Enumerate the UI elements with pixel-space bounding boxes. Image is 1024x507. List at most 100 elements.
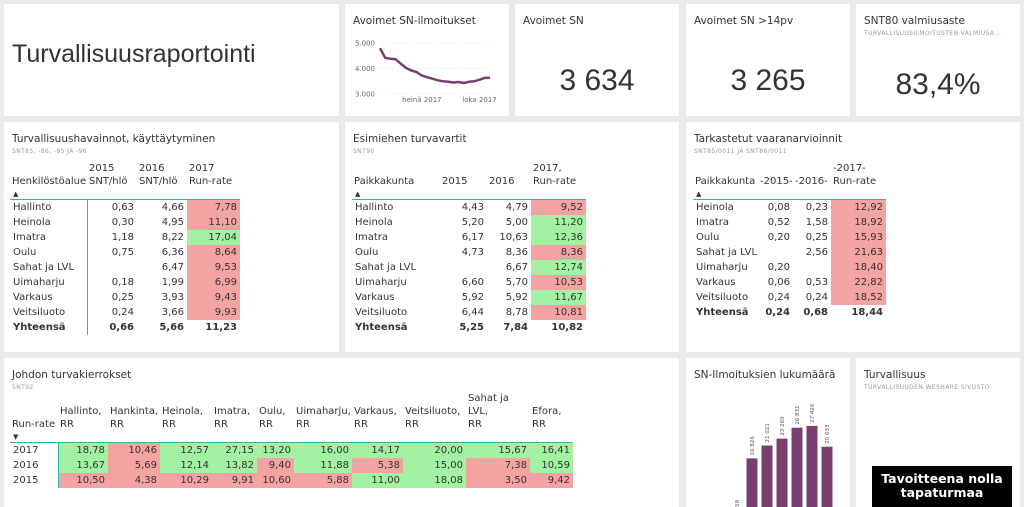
sort-row: ▲ xyxy=(10,190,240,200)
cell: 12,74 xyxy=(531,260,586,275)
header-row: Paikkakunta 2015 2016 2017, Run-rate xyxy=(352,160,586,190)
data-row: Sahat ja LVL 2,56 21,63 xyxy=(693,245,886,260)
sort-cell xyxy=(758,190,793,200)
sort-cell xyxy=(793,190,831,200)
cell: 15,00 xyxy=(403,458,466,473)
table-subtitle: SNT85/0011 JA SNT86/0011 xyxy=(694,148,787,155)
data-row: Veitsiluoto 0,24 3,66 9,93 xyxy=(10,305,240,320)
cell: 11,67 xyxy=(531,290,586,305)
column-header: 2015 SNT/hlö xyxy=(89,163,128,187)
cell: 0,20 xyxy=(767,232,790,243)
sort-cell xyxy=(466,433,530,443)
header-row: Run-rate Hallinto, RR Hankinta, RR Heinola,… xyxy=(10,392,573,433)
sort-cell xyxy=(530,433,573,443)
sort-cell xyxy=(212,433,257,443)
cell: 6,47 xyxy=(161,262,184,273)
row-label: 2017 xyxy=(10,442,59,458)
cell: 10,50 xyxy=(58,473,108,488)
data-table: Henkilöstöalue 2015 SNT/hlö 2016 SNT/hlö 20… xyxy=(10,160,240,335)
weshare-link[interactable]: Tavoitteena nolla tapaturmaa xyxy=(872,466,1012,507)
header-row: Henkilöstöalue 2015 SNT/hlö 2016 SNT/hlö 20… xyxy=(10,160,240,190)
row-label: Yhteensä xyxy=(355,322,408,333)
row-label: Sahat ja LVL xyxy=(10,260,88,275)
column-header: Heinola, RR xyxy=(162,406,203,430)
bar-value-label: 16 826 xyxy=(750,436,756,456)
cell: 6,60 xyxy=(461,277,484,288)
y-tick-label: 5.000 xyxy=(355,40,375,48)
cell: 18,40 xyxy=(831,260,886,275)
column-header: 2015 xyxy=(442,176,468,187)
data-row: Uimaharju 0,20 18,40 xyxy=(693,260,886,275)
cell: 22,82 xyxy=(831,275,886,290)
cell: 10,82 xyxy=(551,322,583,333)
table-title: Esimiehen turvavartit xyxy=(353,133,467,145)
sort-row: ▲ xyxy=(693,190,886,200)
row-label: Hallinto xyxy=(10,199,88,215)
cell: 0,63 xyxy=(111,202,134,213)
kpi-title: Avoimet SN >14pv xyxy=(694,15,794,27)
cell: 13,67 xyxy=(58,458,108,473)
sort-cell xyxy=(160,433,212,443)
row-label: Uimaharju xyxy=(696,262,748,273)
cell: 9,53 xyxy=(187,260,240,275)
row-label: Varkaus xyxy=(10,290,88,305)
link-title: Turvallisuus xyxy=(864,369,926,381)
cell: 1,99 xyxy=(161,277,184,288)
cell: 0,20 xyxy=(767,262,790,273)
row-label: Oulu xyxy=(10,245,88,260)
row-label: Oulu xyxy=(696,232,720,243)
cell xyxy=(758,245,793,260)
data-row: Imatra 1,18 8,22 17,04 xyxy=(10,230,240,245)
data-row: Varkaus 0,25 3,93 9,43 xyxy=(10,290,240,305)
cell: 27,15 xyxy=(212,442,257,458)
cell: 9,43 xyxy=(187,290,240,305)
cell: 4,95 xyxy=(161,217,184,228)
cell: 6,17 xyxy=(461,232,484,243)
cell: 11,10 xyxy=(187,215,240,230)
cell: 14,17 xyxy=(352,442,403,458)
data-row: Heinola 5,20 5,00 11,20 xyxy=(352,215,586,230)
column-header: Efora, RR xyxy=(532,406,562,430)
total-row: Yhteensä 0,66 5,66 11,23 xyxy=(10,320,240,335)
data-row: Veitsiluoto 6,44 8,78 10,81 xyxy=(352,305,586,320)
cell: 5,92 xyxy=(461,292,484,303)
x-tick-label: loka 2017 xyxy=(462,96,497,104)
cell: 0,08 xyxy=(767,202,790,213)
cell: 8,78 xyxy=(505,307,528,318)
column-header: Run-rate xyxy=(12,419,56,430)
bar-value-label: 26 831 xyxy=(795,405,801,424)
cell: 0,24 xyxy=(765,307,790,318)
sort-cell xyxy=(531,190,586,200)
row-label: Oulu xyxy=(355,247,379,258)
sort-cell: ▲ xyxy=(693,190,758,200)
cell xyxy=(440,260,487,275)
data-row: Sahat ja LVL 6,67 12,74 xyxy=(352,260,586,275)
kpi-tile: Avoimet SN >14pv 3 265 xyxy=(686,4,850,116)
sort-cell xyxy=(108,433,160,443)
cell: 15,67 xyxy=(466,442,530,458)
bar xyxy=(821,446,833,507)
row-label: Varkaus xyxy=(355,292,395,303)
column-header: Varkaus, RR xyxy=(354,406,397,430)
chart-title: SN-Ilmoituksien lukumäärä xyxy=(694,369,836,381)
cell: 10,46 xyxy=(108,442,160,458)
data-row: Oulu 4,73 8,36 8,36 xyxy=(352,245,586,260)
cell: 16,00 xyxy=(294,442,352,458)
row-label: 2016 xyxy=(10,458,59,473)
header-row: Paikkakunta -2015- -2016- -2017- Run-rate xyxy=(693,160,886,190)
cell: 0,68 xyxy=(803,307,828,318)
column-header: -2016- xyxy=(795,176,828,187)
cell: 0,24 xyxy=(111,307,134,318)
column-header: Henkilöstöalue xyxy=(12,176,87,187)
data-row: Oulu 0,75 6,36 8,64 xyxy=(10,245,240,260)
cell: 10,53 xyxy=(531,275,586,290)
bar-chart-tile: SN-Ilmoituksien lukumäärä 58 16 826 21 021… xyxy=(686,358,850,507)
sort-cell xyxy=(487,190,531,200)
cell: 6,36 xyxy=(161,247,184,258)
data-table: Paikkakunta -2015- -2016- -2017- Run-rate ▲ H… xyxy=(693,160,886,320)
cell: 12,14 xyxy=(160,458,212,473)
y-tick-label: 3.000 xyxy=(355,91,375,99)
data-row: Sahat ja LVL 6,47 9,53 xyxy=(10,260,240,275)
cell: 18,92 xyxy=(831,215,886,230)
cell: 12,92 xyxy=(831,199,886,215)
